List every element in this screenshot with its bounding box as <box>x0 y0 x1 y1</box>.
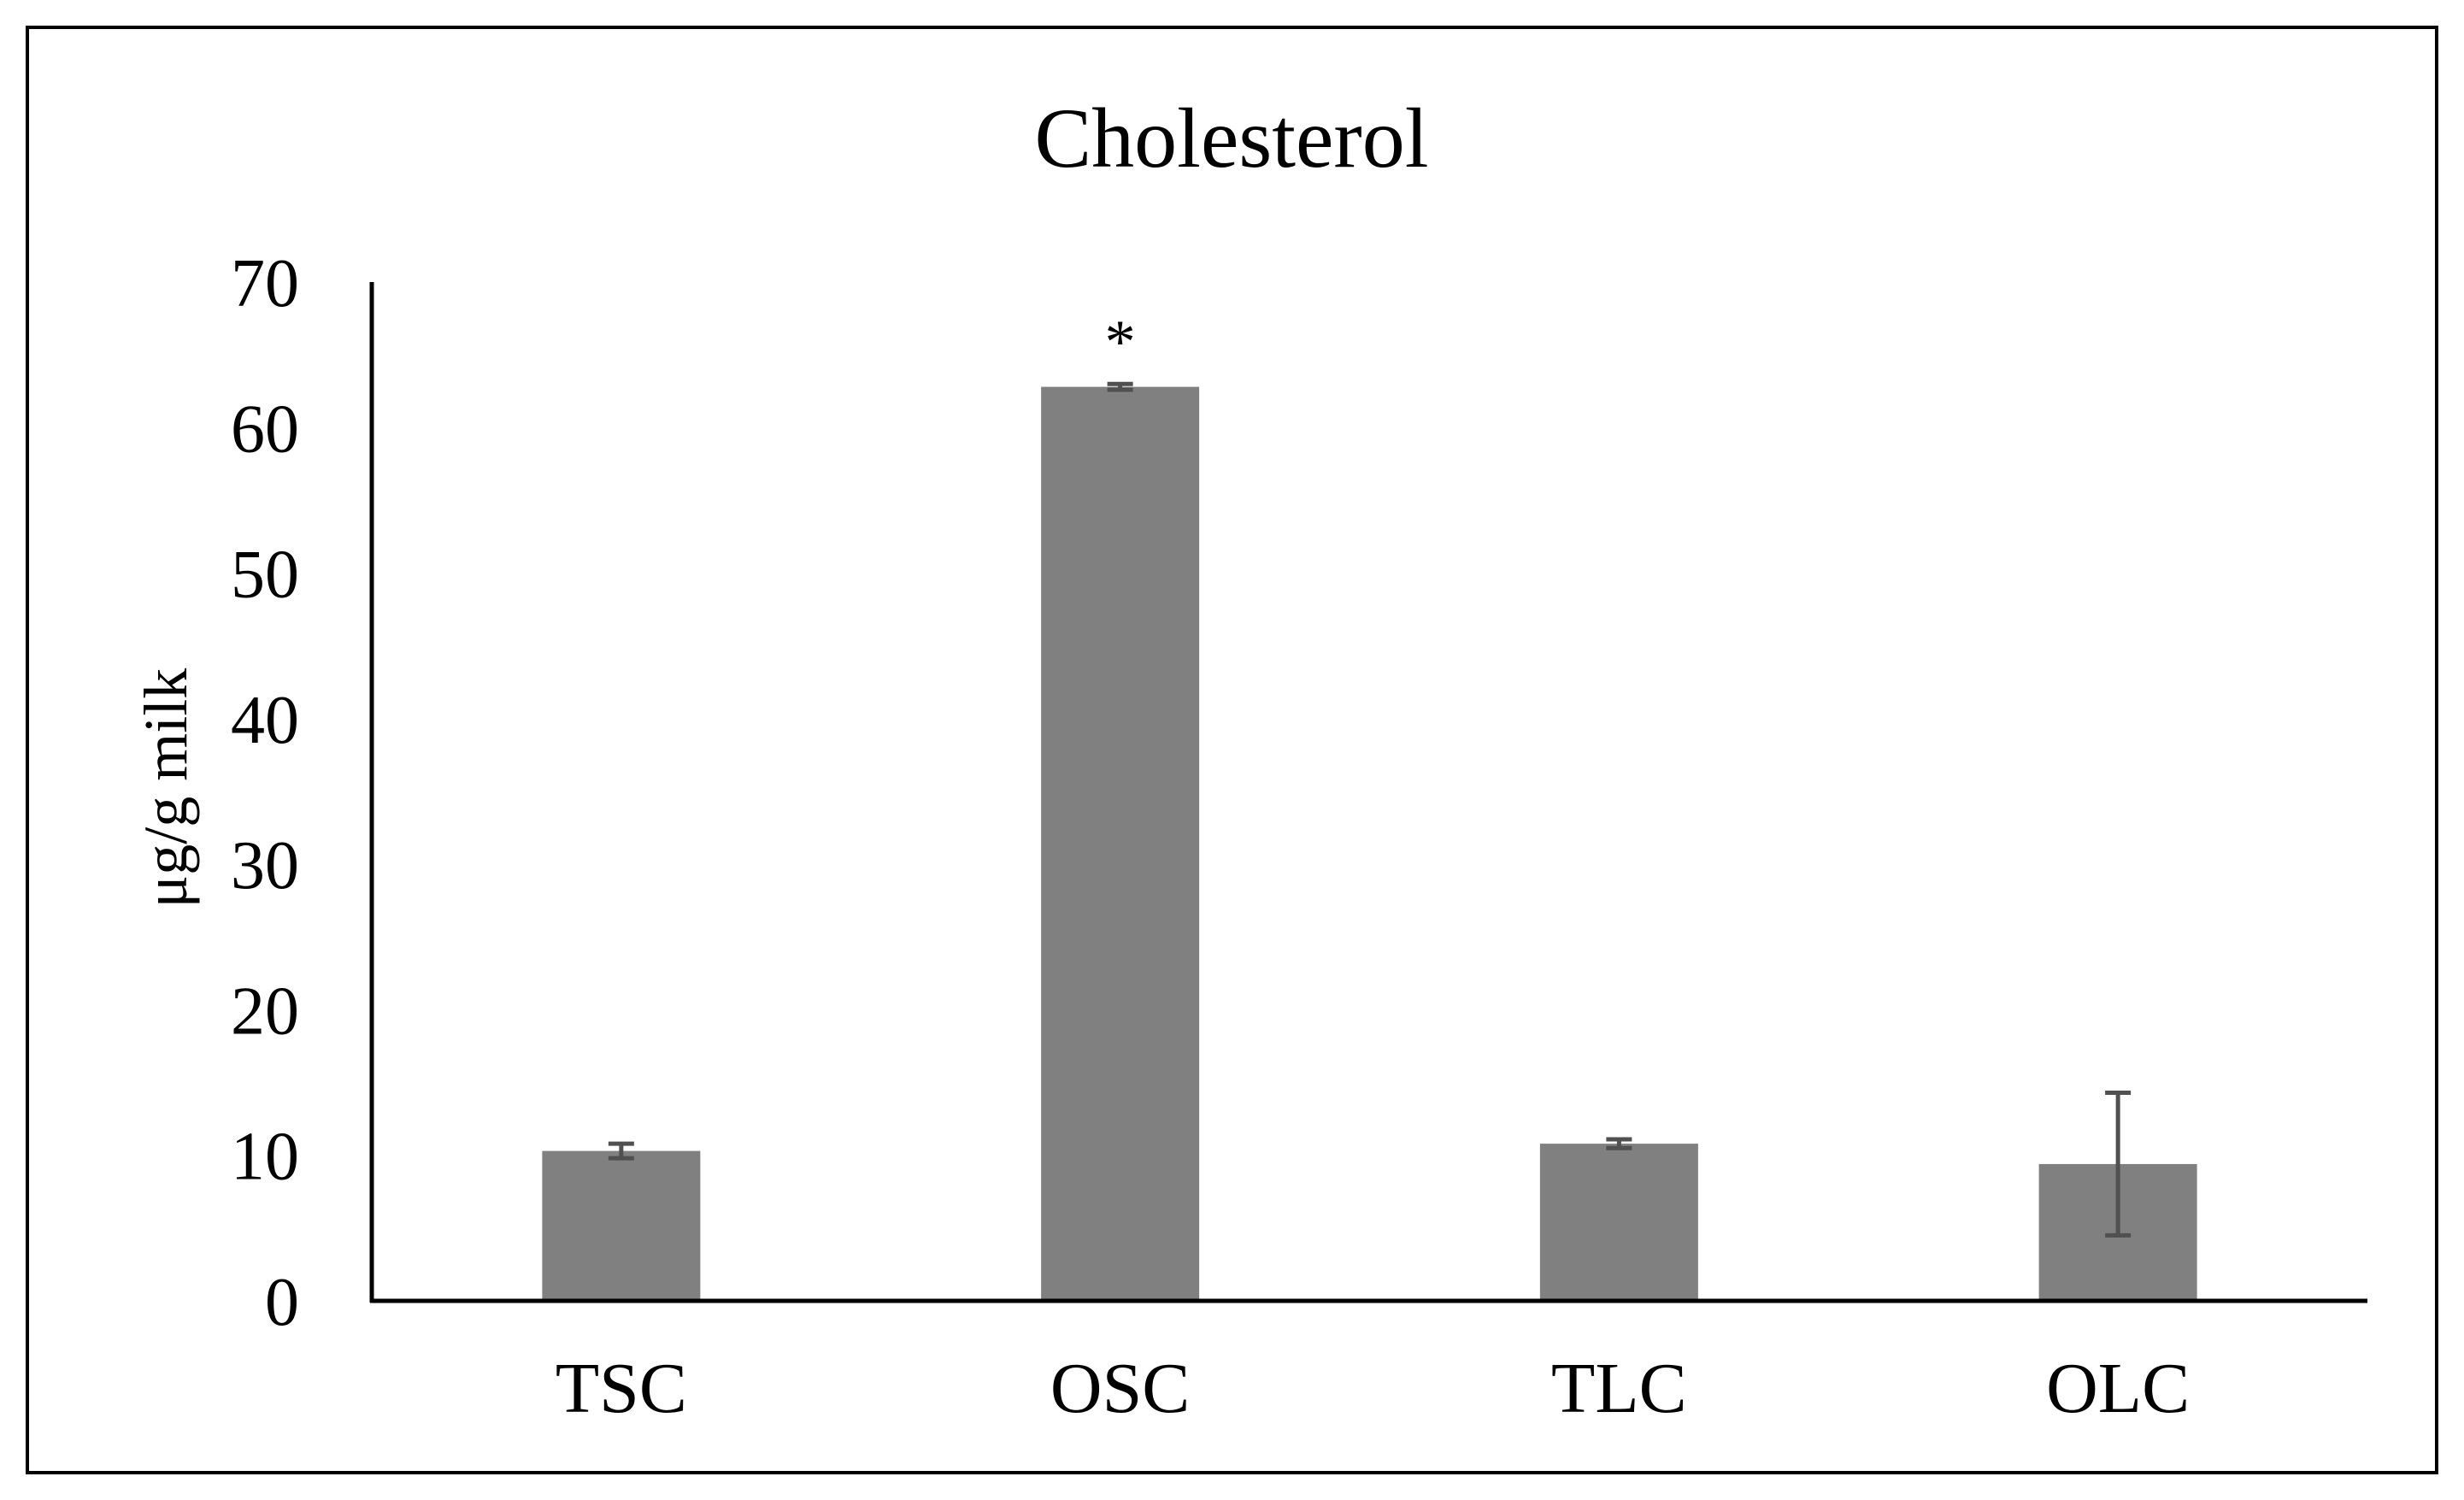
x-tick-label: TLC <box>1551 1349 1687 1428</box>
error-bar <box>1107 381 1133 392</box>
x-axis-tick-labels: TSC OSC TLC OLC <box>556 1349 2190 1428</box>
y-tick-label: 30 <box>231 828 299 903</box>
x-tick-label: OLC <box>2046 1349 2190 1428</box>
y-tick-label: 10 <box>231 1120 299 1195</box>
y-tick-label: 20 <box>231 974 299 1049</box>
y-axis-label: μg/g milk <box>132 668 200 909</box>
bars <box>542 386 2197 1301</box>
bar <box>1041 386 1200 1301</box>
y-tick-label: 50 <box>231 538 299 613</box>
chart-frame <box>26 26 2438 1474</box>
y-tick-label: 0 <box>265 1265 299 1340</box>
y-tick-label: 60 <box>231 391 299 467</box>
y-tick-label: 40 <box>231 683 299 758</box>
chart-title: Cholesterol <box>1034 91 1428 185</box>
x-tick-label: OSC <box>1050 1349 1190 1428</box>
y-axis-tick-labels: 0 10 20 30 40 50 60 70 <box>231 246 299 1340</box>
significance-marker: * <box>1105 308 1136 376</box>
error-bar <box>1606 1137 1632 1150</box>
error-bars <box>608 381 2132 1238</box>
error-bar <box>2105 1090 2132 1238</box>
bar <box>542 1150 701 1301</box>
x-tick-label: TSC <box>556 1349 687 1428</box>
error-bar <box>608 1141 634 1161</box>
annotations: * <box>1105 308 1136 376</box>
y-tick-label: 70 <box>231 246 299 321</box>
bar <box>1539 1144 1698 1301</box>
